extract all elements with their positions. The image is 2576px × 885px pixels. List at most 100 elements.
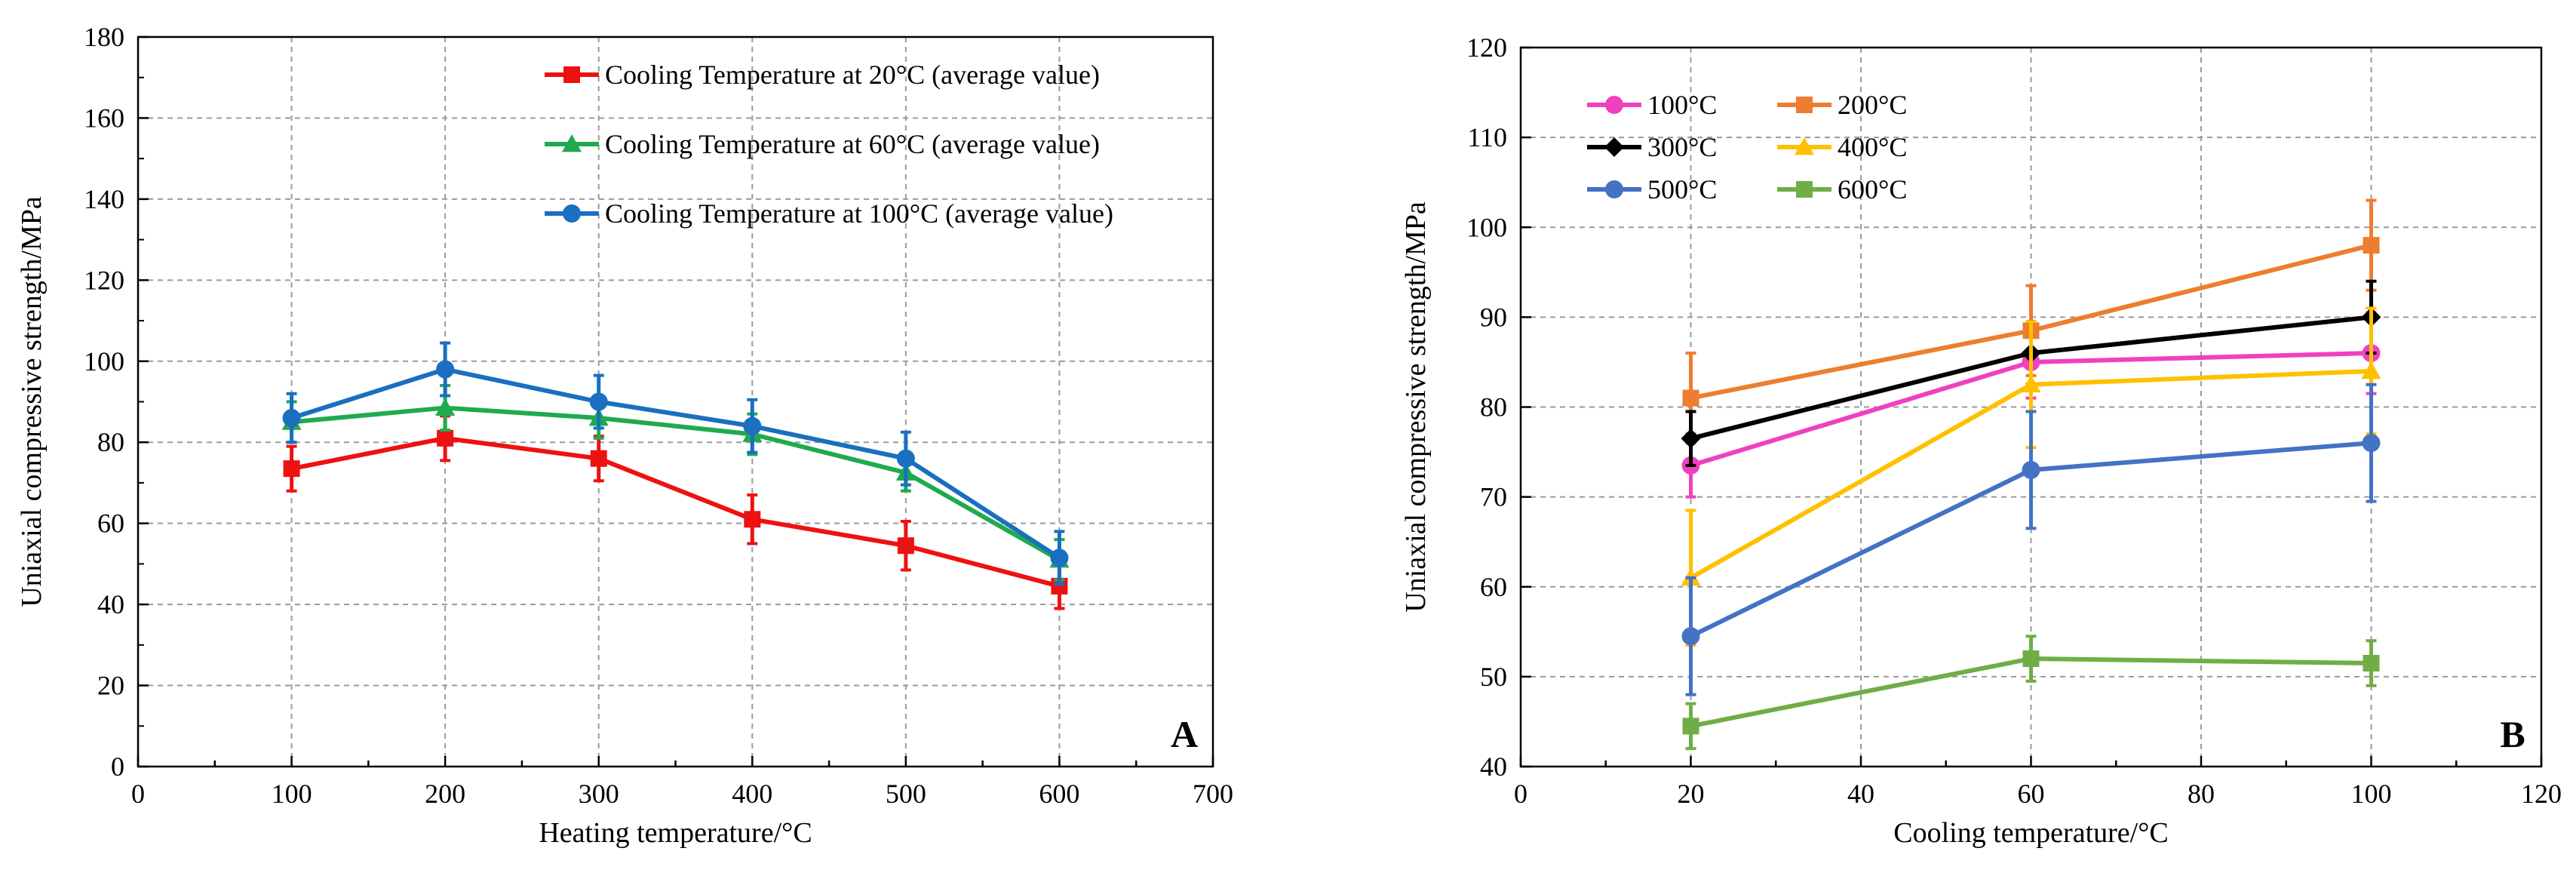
x-tick-label: 0 <box>131 779 145 809</box>
legend-label: Cooling Temperature at 60°C (average val… <box>605 129 1100 159</box>
legend-label: Cooling Temperature at 100°C (average va… <box>605 198 1113 229</box>
data-point <box>437 429 454 447</box>
x-tick-label: 120 <box>2521 779 2562 809</box>
legend-entry: 100°C <box>1587 90 1717 120</box>
data-point <box>897 537 914 555</box>
y-tick-label: 100 <box>1466 212 1507 242</box>
chart-panel-a: 0 100 200 300 400 500 600 700 0 20 40 60 80 100 120 140… <box>16 22 1233 849</box>
x-tick-label: 100 <box>2351 779 2392 809</box>
panel-letter: B <box>2500 713 2525 755</box>
series-line <box>290 435 1061 588</box>
x-tick-label: 20 <box>1678 779 1705 809</box>
data-point <box>1682 718 1699 735</box>
y-tick-label: 40 <box>97 589 124 619</box>
series-500-c <box>1681 383 2381 696</box>
y-tick-label: 110 <box>1467 122 1507 152</box>
legend-label: 300°C <box>1647 132 1717 162</box>
y-axis-title: Uniaxial compressive strength/MPa <box>16 196 48 607</box>
x-tick-label: 300 <box>579 779 619 809</box>
y-tick-label: 100 <box>84 346 124 376</box>
x-tick-label: 40 <box>1847 779 1874 809</box>
x-tick-label: 80 <box>2188 779 2215 809</box>
series-600-c <box>1682 635 2380 751</box>
axis-ticks <box>137 35 1214 768</box>
x-axis-title: Heating temperature/°C <box>539 817 812 849</box>
x-tick-label: 200 <box>425 779 465 809</box>
legend-entry: Cooling Temperature at 20°C (average val… <box>545 60 1100 90</box>
y-tick-label: 180 <box>84 22 124 52</box>
legend-entry: 400°C <box>1777 132 1907 162</box>
x-tick-label: 100 <box>272 779 312 809</box>
legend-marker <box>562 134 582 152</box>
y-tick-label: 160 <box>84 103 124 133</box>
data-point <box>282 408 301 427</box>
data-point <box>1681 429 1701 449</box>
series-cooling-temperature-at-100-c-average-value- <box>282 341 1069 586</box>
x-tick-label: 400 <box>732 779 772 809</box>
series-cooling-temperature-at-20-c-average-value- <box>283 414 1068 610</box>
y-tick-label: 120 <box>1466 32 1507 63</box>
data-point <box>743 416 762 435</box>
y-axis-title: Uniaxial compressive strength/MPa <box>1400 201 1432 613</box>
data-point <box>590 450 607 467</box>
data-point <box>435 398 456 416</box>
axis-ticks <box>1519 46 2543 768</box>
data-point <box>2021 374 2041 393</box>
legend-marker <box>563 66 580 83</box>
legend-label: 200°C <box>1838 90 1907 120</box>
x-tick-label: 700 <box>1193 779 1233 809</box>
legend-label: 500°C <box>1647 174 1717 204</box>
legend-entry: 500°C <box>1587 174 1717 204</box>
y-tick-label: 40 <box>1480 751 1507 782</box>
y-tick-label: 140 <box>84 184 124 214</box>
legend-marker <box>1796 181 1813 198</box>
y-tick-label: 20 <box>97 671 124 701</box>
data-point <box>2362 434 2381 453</box>
data-point <box>589 392 608 411</box>
legend-marker <box>1796 97 1813 113</box>
y-tick-label: 60 <box>97 509 124 539</box>
data-point <box>1682 389 1699 407</box>
legend-label: 600°C <box>1838 174 1907 204</box>
series-line <box>291 405 1061 562</box>
legend-entry: 300°C <box>1587 132 1717 162</box>
series-line <box>290 367 1061 560</box>
y-tick-label: 80 <box>1480 392 1507 423</box>
x-tick-label: 60 <box>2018 779 2045 809</box>
legend-marker <box>563 204 581 223</box>
legend-label: 400°C <box>1838 132 1907 162</box>
y-tick-label: 70 <box>1480 482 1507 512</box>
y-tick-label: 90 <box>1480 302 1507 332</box>
y-tick-label: 50 <box>1480 662 1507 692</box>
legend-entry: Cooling Temperature at 100°C (average va… <box>545 198 1113 229</box>
y-tick-label: 60 <box>1480 572 1507 602</box>
x-tick-label: 0 <box>1514 779 1527 809</box>
data-point <box>896 449 915 468</box>
legend-marker <box>1795 137 1814 155</box>
legend-label: Cooling Temperature at 20°C (average val… <box>605 60 1100 90</box>
data-point <box>1681 627 1700 646</box>
data-point <box>2361 361 2381 380</box>
x-tick-label: 600 <box>1039 779 1079 809</box>
y-tick-label: 80 <box>97 427 124 457</box>
x-axis-title: Cooling temperature/°C <box>1893 817 2169 849</box>
data-point <box>2363 237 2380 254</box>
legend-marker <box>1605 96 1623 114</box>
x-tick-label: 500 <box>886 779 926 809</box>
data-point <box>2363 655 2380 672</box>
data-point <box>744 511 761 528</box>
y-tick-label: 120 <box>84 265 124 295</box>
legend-entry: 200°C <box>1777 90 1907 120</box>
legend-label: 100°C <box>1647 90 1717 120</box>
data-point <box>283 460 300 478</box>
data-point <box>436 360 455 379</box>
panel-letter: A <box>1171 713 1198 755</box>
legend-entry: Cooling Temperature at 60°C (average val… <box>545 129 1100 159</box>
data-point <box>1051 577 1068 595</box>
legend-entry: 600°C <box>1777 174 1907 204</box>
legend-marker <box>1605 180 1623 198</box>
chart-panel-b: 0 20 40 60 80 100 120 40 50 60 70 80 90 100 110 120 Cool… <box>1400 32 2562 849</box>
data-point <box>2022 650 2040 668</box>
data-point <box>1050 549 1069 567</box>
